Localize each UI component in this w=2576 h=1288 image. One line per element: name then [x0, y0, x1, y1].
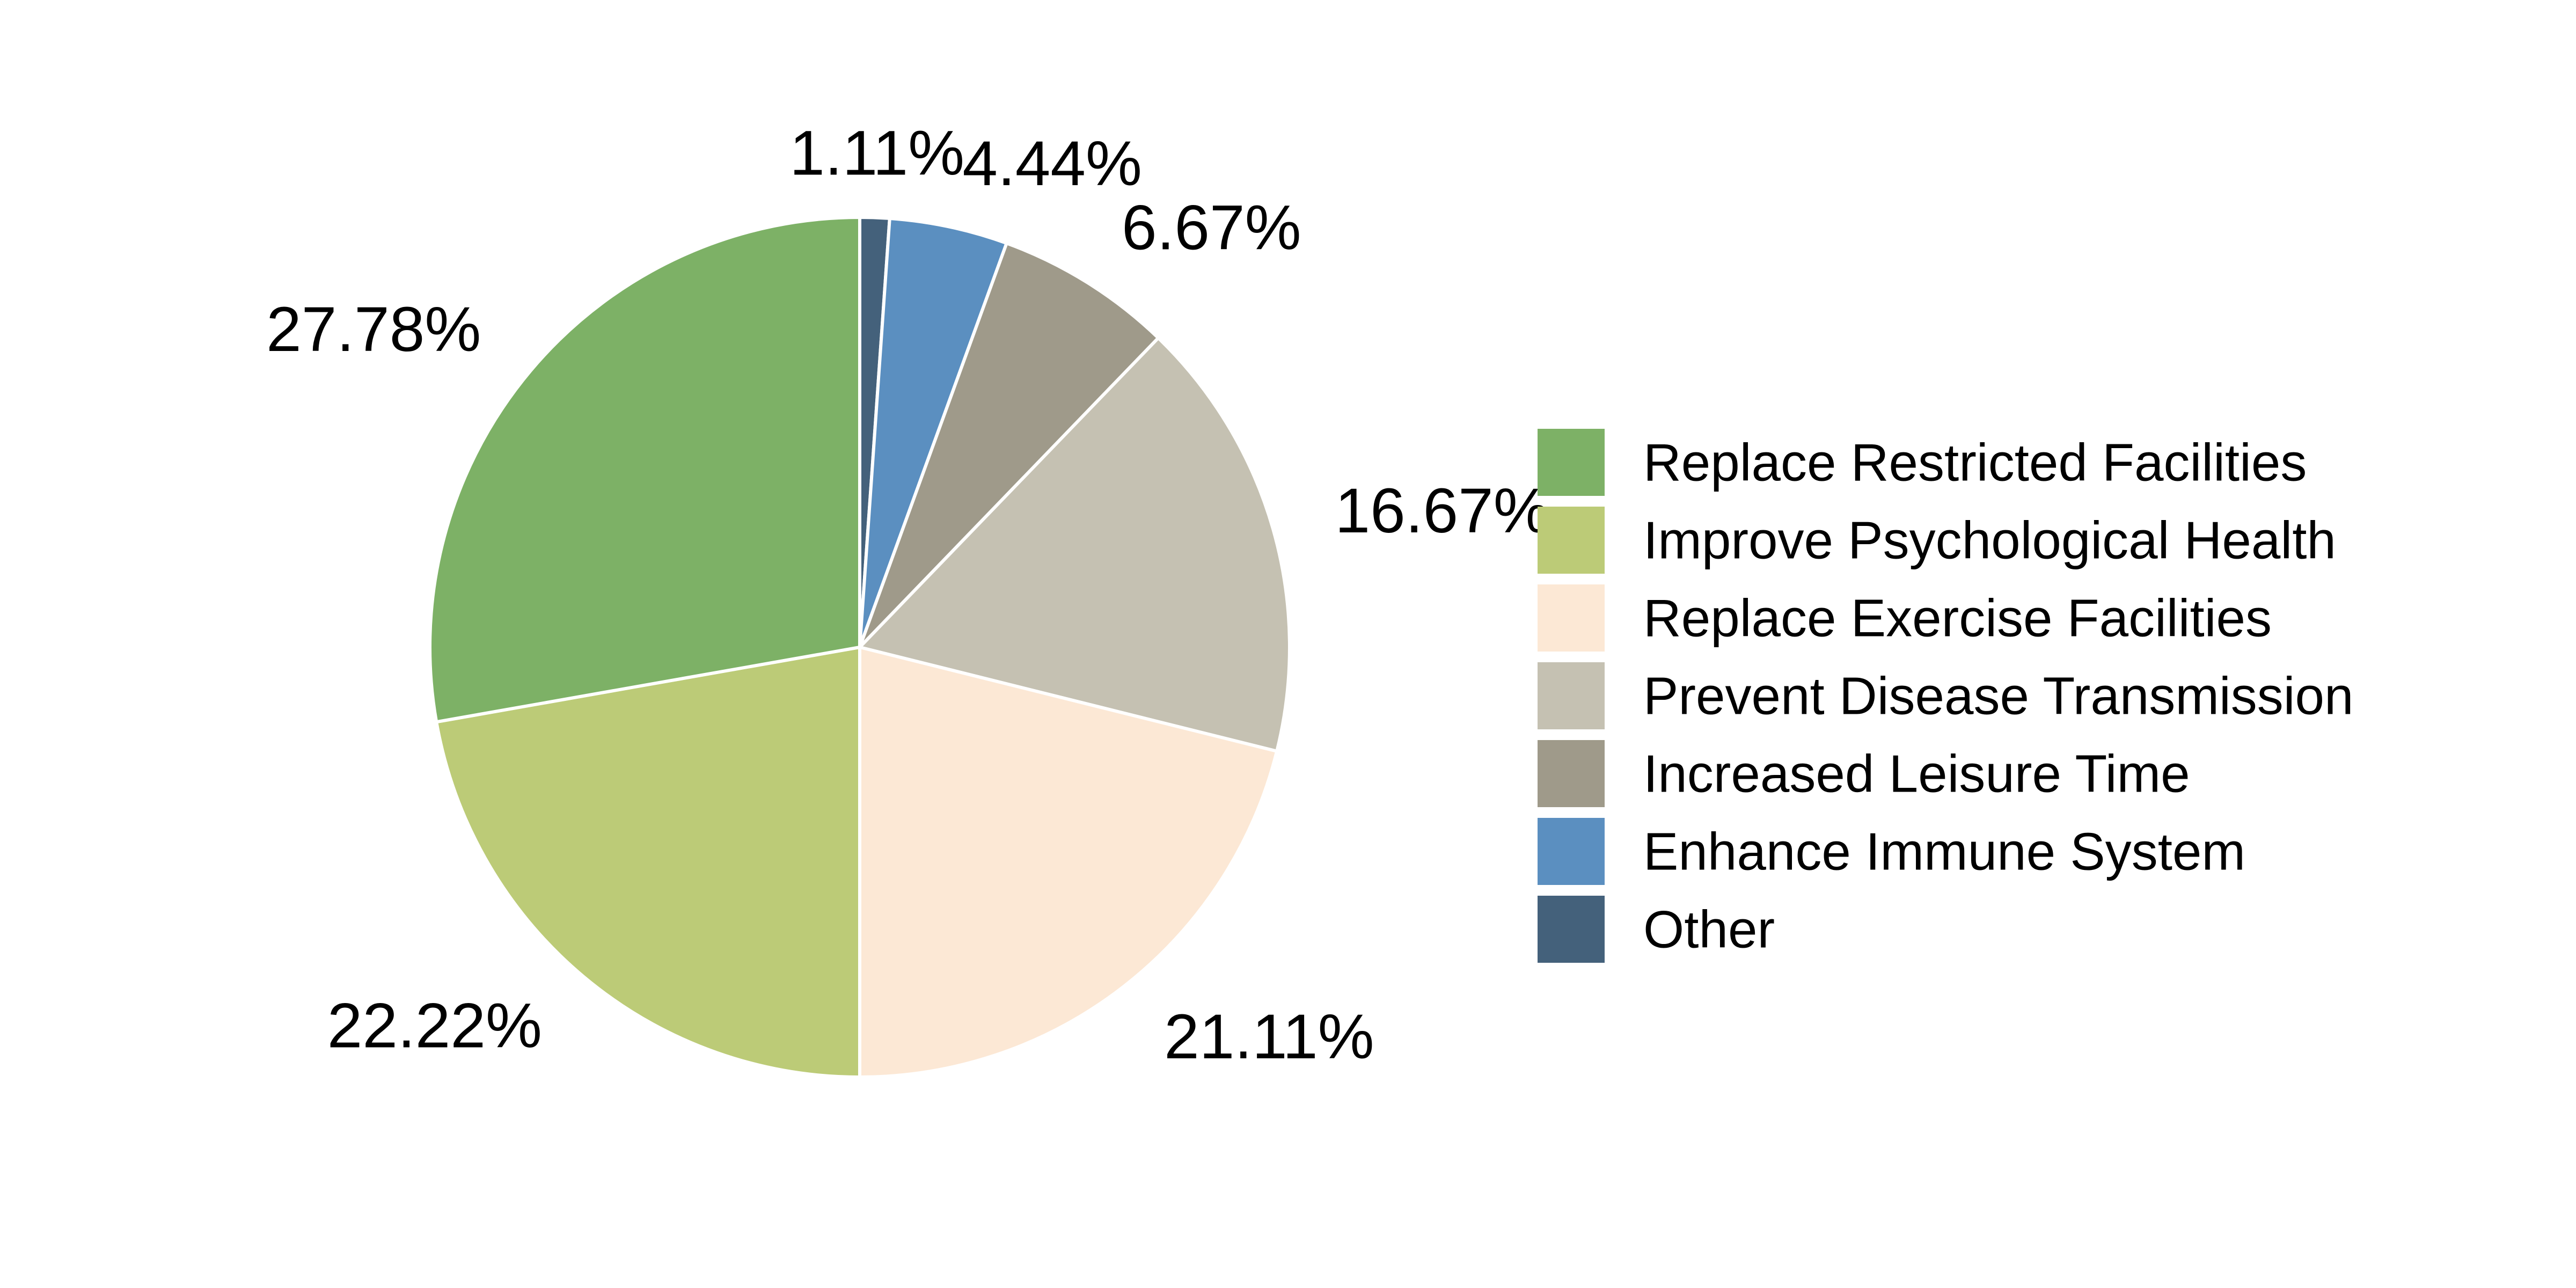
legend-label-replace-exercise-facilities: Replace Exercise Facilities	[1643, 589, 2272, 648]
legend-label-replace-restricted-facilities: Replace Restricted Facilities	[1643, 433, 2307, 492]
legend: Replace Restricted Facilities Improve Psy…	[1538, 429, 2354, 963]
pie-slice-improve-psychological-health	[435, 646, 861, 1079]
legend-swatch-other	[1538, 896, 1605, 963]
pie-slice-increased-leisure-time	[858, 241, 1160, 649]
pie-slice-replace-restricted-facilities	[428, 216, 861, 724]
pie-slice-prevent-disease-transmission	[858, 336, 1291, 753]
legend-swatch-replace-restricted-facilities	[1538, 429, 1605, 496]
legend-item-replace-restricted-facilities: Replace Restricted Facilities	[1538, 429, 2307, 496]
legend-swatch-enhance-immune-system	[1538, 818, 1605, 885]
legend-label-improve-psychological-health: Improve Psychological Health	[1643, 511, 2336, 570]
legend-item-replace-exercise-facilities: Replace Exercise Facilities	[1538, 584, 2272, 652]
slice-label-improve-psychological-health: 22.22%	[327, 991, 542, 1062]
legend-swatch-improve-psychological-health	[1538, 507, 1605, 574]
slice-label-enhance-immune-system: 4.44%	[962, 128, 1142, 199]
slice-label-replace-restricted-facilities: 27.78%	[266, 294, 481, 365]
pie-slice-replace-exercise-facilities	[858, 646, 1279, 1079]
slice-labels: 1.11%4.44%6.67% 16.67% 21.11% 22.22% 27.78%	[266, 118, 1550, 1072]
legend-swatch-prevent-disease-transmission	[1538, 662, 1605, 729]
legend-label-prevent-disease-transmission: Prevent Disease Transmission	[1643, 667, 2354, 726]
legend-label-other: Other	[1643, 900, 1775, 959]
legend-item-increased-leisure-time: Increased Leisure Time	[1538, 740, 2190, 807]
slice-label-increased-leisure-time: 6.67%	[1122, 193, 1301, 264]
legend-label-increased-leisure-time: Increased Leisure Time	[1643, 744, 2190, 803]
legend-swatch-replace-exercise-facilities	[1538, 584, 1605, 652]
pie-slice-enhance-immune-system	[858, 216, 1008, 649]
legend-label-enhance-immune-system: Enhance Immune System	[1643, 822, 2245, 881]
legend-item-enhance-immune-system: Enhance Immune System	[1538, 818, 2245, 885]
slice-label-prevent-disease-transmission: 16.67%	[1335, 475, 1549, 546]
legend-item-other: Other	[1538, 896, 1775, 963]
legend-item-prevent-disease-transmission: Prevent Disease Transmission	[1538, 662, 2354, 729]
slice-label-replace-exercise-facilities: 21.11%	[1164, 1001, 1374, 1072]
legend-swatch-increased-leisure-time	[1538, 740, 1605, 807]
slice-label-other: 1.11%	[789, 118, 964, 188]
slices-layer	[428, 216, 1291, 1079]
legend-item-improve-psychological-health: Improve Psychological Health	[1538, 507, 2336, 574]
